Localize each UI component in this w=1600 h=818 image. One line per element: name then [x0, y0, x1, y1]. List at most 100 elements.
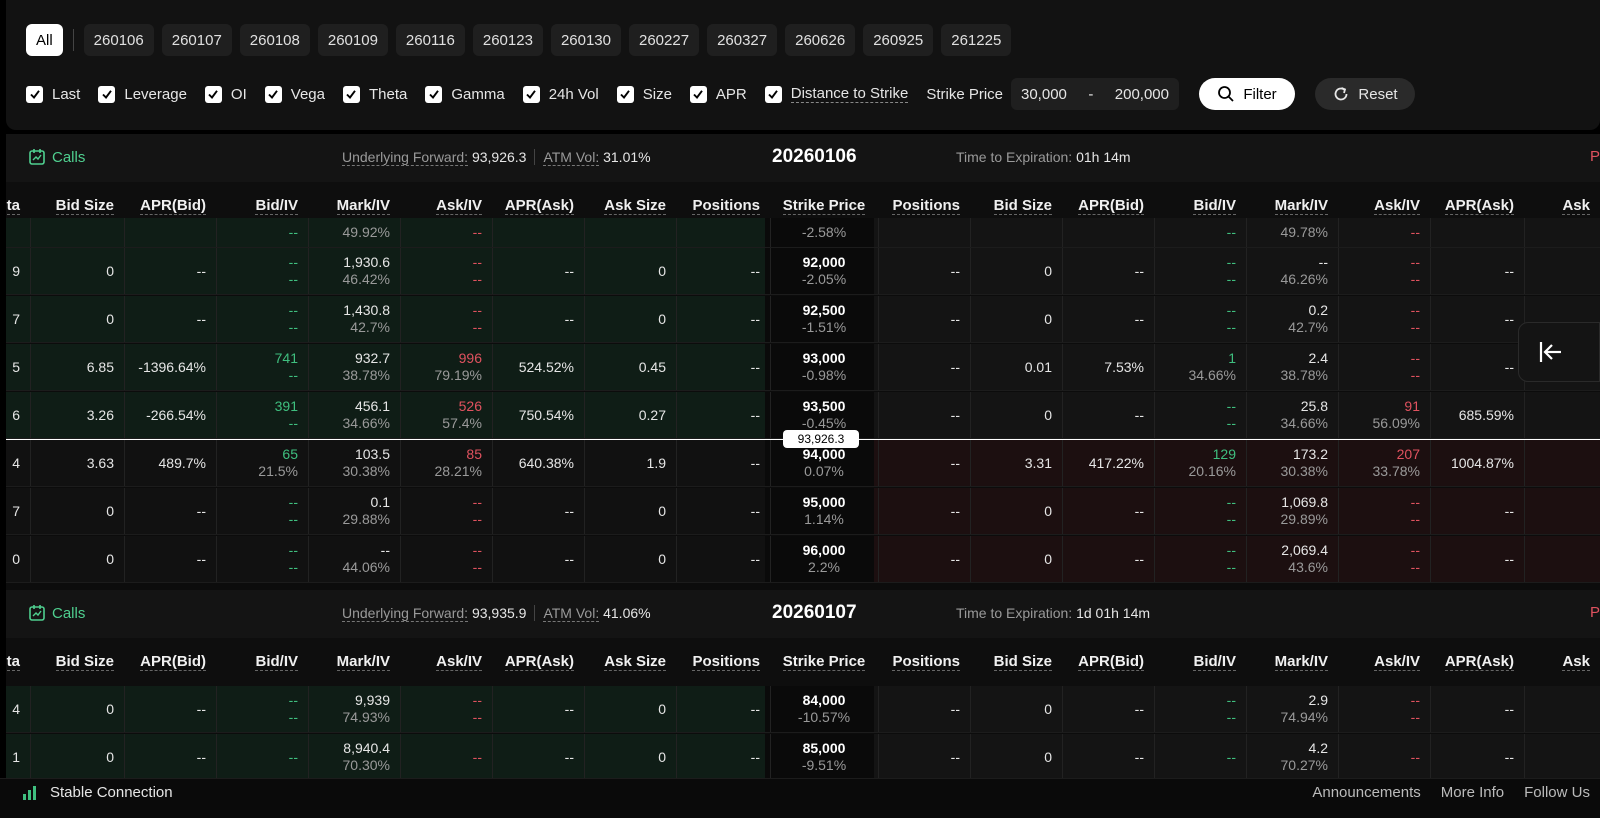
- tab-expiry[interactable]: 260107: [161, 24, 232, 56]
- mark-iv-header[interactable]: Mark/IV: [1246, 182, 1338, 230]
- cell-bid-size[interactable]: 0: [30, 686, 124, 732]
- cell-ask-iv[interactable]: 91 56.09%: [1338, 392, 1430, 438]
- positions-header[interactable]: Positions: [878, 182, 970, 230]
- apr-ask-header[interactable]: APR(Ask): [1430, 182, 1524, 230]
- cell-apr-bid[interactable]: --: [124, 734, 216, 778]
- cell-strike-price[interactable]: 93,000 -0.98%: [770, 344, 878, 390]
- cell-ask-size[interactable]: 1.9: [584, 440, 676, 486]
- cell-positions[interactable]: --: [676, 536, 770, 582]
- tab-expiry[interactable]: 260116: [395, 24, 465, 56]
- cell-ask-iv[interactable]: -- --: [1338, 488, 1430, 534]
- mark-iv-header[interactable]: Mark/IV: [308, 182, 400, 230]
- positions-header[interactable]: Positions: [676, 638, 770, 686]
- mark-iv-header[interactable]: Mark/IV: [308, 638, 400, 686]
- cell-bid-size[interactable]: 0: [30, 536, 124, 582]
- cell-apr-bid[interactable]: --: [124, 536, 216, 582]
- cell-mark-iv[interactable]: 0.2 42.7%: [1246, 296, 1338, 342]
- cell-apr-bid[interactable]: -1396.64%: [124, 344, 216, 390]
- cell-ask-iv[interactable]: -- --: [400, 488, 492, 534]
- ask-iv-header[interactable]: Ask/IV: [1338, 638, 1430, 686]
- cell-bid-iv[interactable]: 129 20.16%: [1154, 440, 1246, 486]
- cell-bid-size[interactable]: 0: [970, 734, 1062, 778]
- cell-bid-iv[interactable]: -- --: [216, 296, 308, 342]
- cell-bid-size[interactable]: 0.01: [970, 344, 1062, 390]
- cell-bid-iv[interactable]: --: [1154, 218, 1246, 247]
- bid-iv-header[interactable]: Bid/IV: [1154, 638, 1246, 686]
- theta-column-header[interactable]: ta: [6, 182, 30, 230]
- positions-header[interactable]: Positions: [878, 638, 970, 686]
- cell-apr-bid[interactable]: --: [1062, 734, 1154, 778]
- option-row[interactable]: 7 0 -- -- -- 1,430.8 42.7% -- -- -- 0 -- 92,500 -1.51…: [6, 296, 1600, 343]
- bid-size-header[interactable]: Bid Size: [30, 638, 124, 686]
- cell-positions[interactable]: --: [676, 734, 770, 778]
- cell-positions[interactable]: --: [878, 440, 970, 486]
- filter-button[interactable]: Filter: [1199, 78, 1295, 110]
- option-row[interactable]: 7 0 -- -- -- 0.1 29.88% -- -- -- 0 -- 95,000 1.14% -- 0…: [6, 488, 1600, 535]
- cell-bid-size[interactable]: 6.85: [30, 344, 124, 390]
- cell-mark-iv[interactable]: 49.78%: [1246, 218, 1338, 247]
- cell-apr-ask[interactable]: 524.52%: [492, 344, 584, 390]
- apr-ask-header[interactable]: APR(Ask): [1430, 638, 1524, 686]
- cell-apr-bid[interactable]: --: [1062, 248, 1154, 294]
- cell-bid-size[interactable]: 0: [30, 296, 124, 342]
- option-row[interactable]: 1 0 -- -- 8,940.4 70.30% -- -- 0 -- 85,000 -9.51% --…: [6, 734, 1600, 778]
- option-row[interactable]: 9 0 -- -- -- 1,930.6 46.42% -- -- -- 0 -- 92,000 -2.0…: [6, 248, 1600, 295]
- cell-mark-iv[interactable]: 103.5 30.38%: [308, 440, 400, 486]
- cell-mark-iv[interactable]: 2,069.4 43.6%: [1246, 536, 1338, 582]
- cell-bid-size[interactable]: 0: [970, 686, 1062, 732]
- cell-apr-ask[interactable]: --: [492, 488, 584, 534]
- bid-iv-header[interactable]: Bid/IV: [1154, 182, 1246, 230]
- toggle-vega[interactable]: Vega: [264, 85, 325, 103]
- cell-bid-size[interactable]: 0: [970, 392, 1062, 438]
- cell-ask-iv[interactable]: 996 79.19%: [400, 344, 492, 390]
- cell-bid-size[interactable]: 0: [30, 248, 124, 294]
- toggle-oi[interactable]: OI: [204, 85, 247, 103]
- cell-mark-iv[interactable]: 1,430.8 42.7%: [308, 296, 400, 342]
- ask-column-header[interactable]: Ask: [1524, 182, 1600, 230]
- cell-strike-price[interactable]: 96,000 2.2%: [770, 536, 878, 582]
- cell-bid-size[interactable]: 0: [970, 248, 1062, 294]
- cell-theta[interactable]: 4: [6, 440, 30, 486]
- cell-ask-iv[interactable]: --: [400, 218, 492, 247]
- cell-apr-ask[interactable]: --: [492, 536, 584, 582]
- cell-bid-iv[interactable]: 741 --: [216, 344, 308, 390]
- toggle-theta[interactable]: Theta: [342, 85, 407, 103]
- cell-apr-ask[interactable]: --: [1430, 296, 1524, 342]
- cell-bid-iv[interactable]: -- --: [216, 686, 308, 732]
- cell-theta[interactable]: 7: [6, 296, 30, 342]
- cell-apr-ask[interactable]: --: [1430, 734, 1524, 778]
- cell-apr-bid[interactable]: 489.7%: [124, 440, 216, 486]
- option-row[interactable]: 4 3.63 489.7% 65 21.5% 103.5 30.38% 85 28.21% 640…: [6, 440, 1600, 487]
- option-row[interactable]: 6 3.26 -266.54% 391 -- 456.1 34.66% 526 57.4% 750…: [6, 392, 1600, 439]
- cell-bid-size[interactable]: 0: [970, 536, 1062, 582]
- cell-positions[interactable]: --: [878, 248, 970, 294]
- cell-apr-ask[interactable]: --: [492, 686, 584, 732]
- cell-apr-ask[interactable]: 750.54%: [492, 392, 584, 438]
- cell-positions[interactable]: --: [878, 344, 970, 390]
- cell-positions[interactable]: --: [676, 296, 770, 342]
- cell-bid-iv[interactable]: --: [216, 734, 308, 778]
- cell-ask-iv[interactable]: --: [1338, 734, 1430, 778]
- cell-apr-ask[interactable]: --: [492, 734, 584, 778]
- cell-positions[interactable]: --: [878, 488, 970, 534]
- cell-positions[interactable]: --: [878, 296, 970, 342]
- toggle-distance-to-strike[interactable]: Distance to Strike: [764, 85, 909, 103]
- checkbox-checked-icon[interactable]: [26, 85, 43, 103]
- checkbox-checked-icon[interactable]: [689, 85, 707, 103]
- positions-header[interactable]: Positions: [676, 182, 770, 230]
- cell-ask-size[interactable]: 0: [584, 248, 676, 294]
- cell-apr-bid[interactable]: 7.53%: [1062, 344, 1154, 390]
- collapse-panel-button[interactable]: [1518, 322, 1600, 382]
- cell-bid-size[interactable]: 3.63: [30, 440, 124, 486]
- apr-bid-header[interactable]: APR(Bid): [124, 182, 216, 230]
- cell-strike-price[interactable]: 92,500 -1.51%: [770, 296, 878, 342]
- cell-strike-price[interactable]: -2.58%: [770, 218, 878, 247]
- toggle-24h-vol[interactable]: 24h Vol: [522, 85, 599, 103]
- cell-bid-size[interactable]: 0: [970, 488, 1062, 534]
- cell-ask-iv[interactable]: -- --: [1338, 686, 1430, 732]
- cell-mark-iv[interactable]: 4.2 70.27%: [1246, 734, 1338, 778]
- cell-bid-iv[interactable]: -- --: [1154, 248, 1246, 294]
- cell-apr-ask[interactable]: --: [1430, 686, 1524, 732]
- cell-bid-iv[interactable]: -- --: [1154, 686, 1246, 732]
- tab-expiry[interactable]: 260626: [785, 24, 856, 56]
